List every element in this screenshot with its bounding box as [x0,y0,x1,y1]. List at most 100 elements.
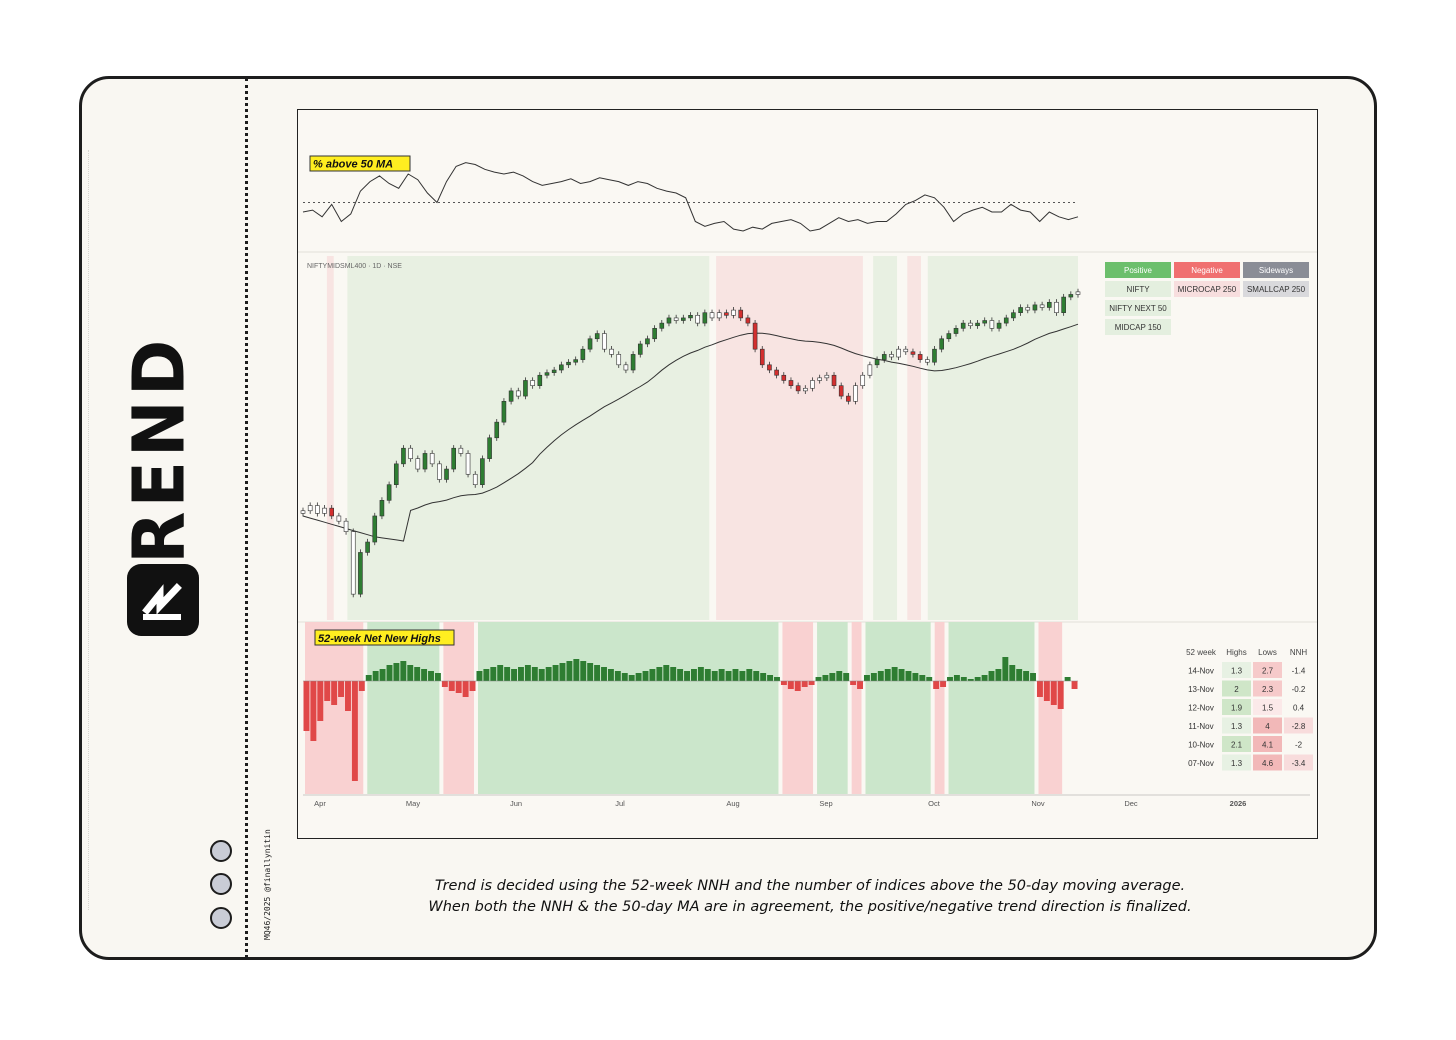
candle-body [932,348,937,363]
nnh-bar [573,659,580,681]
nnh-table-text: 11-Nov [1188,722,1213,731]
nnh-bar [780,681,787,685]
candle-body [1068,294,1074,298]
candle-body [300,510,306,514]
candle-body [716,312,722,319]
candle-body [515,390,521,397]
nnh-bar [988,671,995,681]
nnh-bar [808,681,815,685]
candle-body [372,515,378,543]
nnh-bar [746,669,753,681]
nnh-table-cell [1222,680,1251,697]
nnh-bar [718,669,725,681]
candle-body [824,374,830,379]
candle-body [559,364,564,371]
regime-band-positive [927,256,1078,620]
nnh-table-text: 0.4 [1293,704,1305,713]
nnh-bar [455,681,462,693]
candle-body [322,507,327,514]
candle-body [666,317,672,324]
nnh-bar [566,661,573,681]
nnh-bar [967,679,974,681]
candle-body [752,322,758,350]
x-tick-label: Oct [928,799,941,808]
nnh-table-text: 14-Nov [1188,667,1214,676]
nnh-bar [324,681,331,701]
nnh-bar [497,665,504,681]
trend-table-header-cell [1174,262,1240,278]
nnh-bar [940,681,947,687]
nnh-table-cell [1222,736,1251,752]
candle-body [709,312,715,319]
nnh-table-text: -3.4 [1292,759,1306,768]
nnh-bar [656,667,663,681]
trend-table-cell [1105,300,1171,316]
page-dot-1[interactable] [210,840,232,862]
candle-body [788,380,794,386]
caption-line-1: Trend is decided using the 52-week NNH a… [434,878,1186,894]
nnh-bar [704,669,711,681]
candle-body [393,463,399,485]
nnh-title-box [314,629,455,646]
nnh-table-cell [1222,754,1251,771]
perforation-line [245,78,248,958]
candle-body [724,312,729,316]
page-dot-3[interactable] [210,907,232,929]
nnh-bar [483,669,490,681]
candle-body [817,377,822,381]
x-tick-label: Apr [314,799,326,808]
nnh-band-negative [1038,622,1063,794]
nnh-band-positive [948,622,1035,794]
trend-table-text: SMALLCAP 250 [1247,285,1306,294]
x-tick-label: Jun [510,799,522,808]
nnh-bar [476,671,483,681]
candle-body [451,447,456,470]
candle-body [953,328,959,334]
nnh-bar [684,671,690,681]
candle-body [803,387,808,392]
nnh-bar [691,669,697,681]
nnh-bar [642,671,649,681]
nnh-table-cell [1222,717,1251,734]
nnh-bar [379,669,386,681]
candle-body [494,421,500,439]
candle-body [530,380,535,386]
nnh-bar [995,669,1002,681]
candle-body [458,447,464,454]
instrument-label: NIFTYMIDSML400 · 1D · NSE [307,263,402,270]
candle-body [630,354,636,371]
nnh-band-negative [782,622,814,794]
nnh-bar [428,671,434,681]
trend-table-header: Sideways [1259,266,1293,275]
candle-body [1032,304,1038,311]
nnh-bar [441,681,448,687]
nnh-table-cell [1284,754,1313,771]
nnh-bar [912,673,919,681]
nnh-table-cell [1253,662,1282,678]
trend-table-text: NIFTY [1126,285,1150,294]
candle-body [874,359,880,366]
candle-body [602,333,607,350]
candle-body [429,453,435,465]
nnh-bar [524,665,531,681]
trend-table-text: NIFTY NEXT 50 [1109,304,1167,313]
nnh-table-header: Lows [1258,648,1277,657]
candle-body [881,354,887,360]
nnh-bar [1064,677,1071,681]
x-tick-label: Sep [819,799,832,808]
nnh-bar [303,681,310,731]
candle-body [831,374,837,386]
candle-body [975,322,980,327]
nnh-bar [365,675,372,681]
candle-body [1011,312,1016,319]
nnh-bar [552,665,559,681]
nnh-bar [1057,681,1064,709]
candle-body [315,505,320,514]
nnh-table-text: 12-Nov [1188,704,1214,713]
margin-rule [88,150,89,910]
nnh-table-text: 1.3 [1231,667,1243,676]
trend-table-header: Negative [1191,266,1223,275]
nnh-bar [829,673,836,681]
candle-body [810,380,815,389]
page-dot-2[interactable] [210,873,232,895]
